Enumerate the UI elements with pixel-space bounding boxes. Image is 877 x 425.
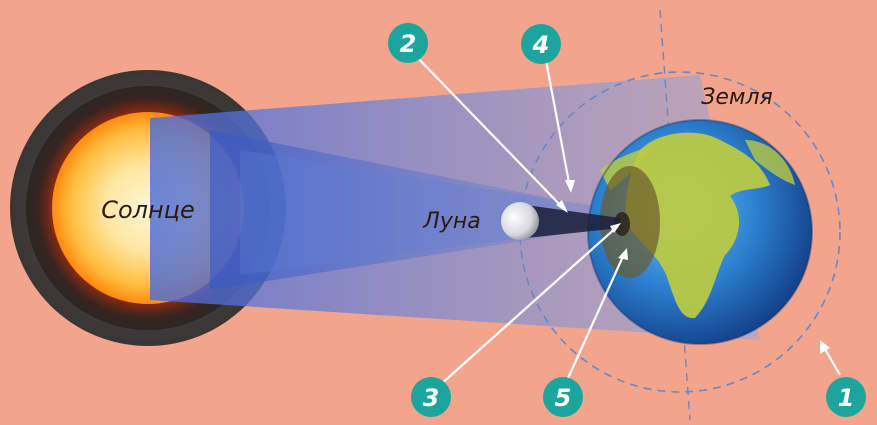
marker-4-number: 4 [532, 31, 550, 59]
pointer-3 [439, 225, 619, 386]
marker-4: 4 [521, 24, 561, 64]
arrowhead-5 [618, 248, 628, 260]
penumbra-cone [240, 150, 620, 275]
moon-label: Луна [422, 209, 480, 234]
marker-3-circle [411, 377, 451, 417]
earth-edge [587, 119, 813, 345]
marker-1-circle [826, 377, 866, 417]
marker-1: 1 [826, 377, 866, 417]
marker-5-number: 5 [555, 384, 572, 412]
earth-label: Земля [701, 85, 773, 110]
marker-3-number: 3 [423, 384, 440, 412]
moon [501, 202, 539, 240]
marker-1-number: 1 [838, 384, 855, 412]
arrowhead-4 [565, 180, 575, 193]
marker-2-number: 2 [400, 30, 417, 58]
marker-3: 3 [411, 377, 451, 417]
arrowhead-2 [556, 200, 568, 213]
orbit-axis [659, 9, 691, 421]
marker-5: 5 [543, 377, 583, 417]
marker-5-circle [543, 377, 583, 417]
marker-4-circle [521, 24, 561, 64]
sun-label: Солнце [101, 196, 195, 224]
umbra-cone [526, 205, 620, 238]
pointer-5 [563, 251, 627, 386]
pointer-lines [411, 51, 841, 386]
marker-2-circle [388, 23, 428, 63]
asia-continent [745, 140, 795, 185]
africa-continent [625, 132, 770, 319]
pointer-arrowheads [556, 180, 830, 354]
arrowhead-3 [610, 223, 621, 233]
inner-beam [210, 130, 560, 290]
pointer-4 [543, 54, 572, 189]
penumbra-shadow [600, 166, 660, 278]
marker-2: 2 [388, 23, 428, 63]
moon-orbit [519, 71, 841, 393]
arrowhead-1 [820, 340, 830, 354]
pointer-2 [411, 51, 566, 211]
